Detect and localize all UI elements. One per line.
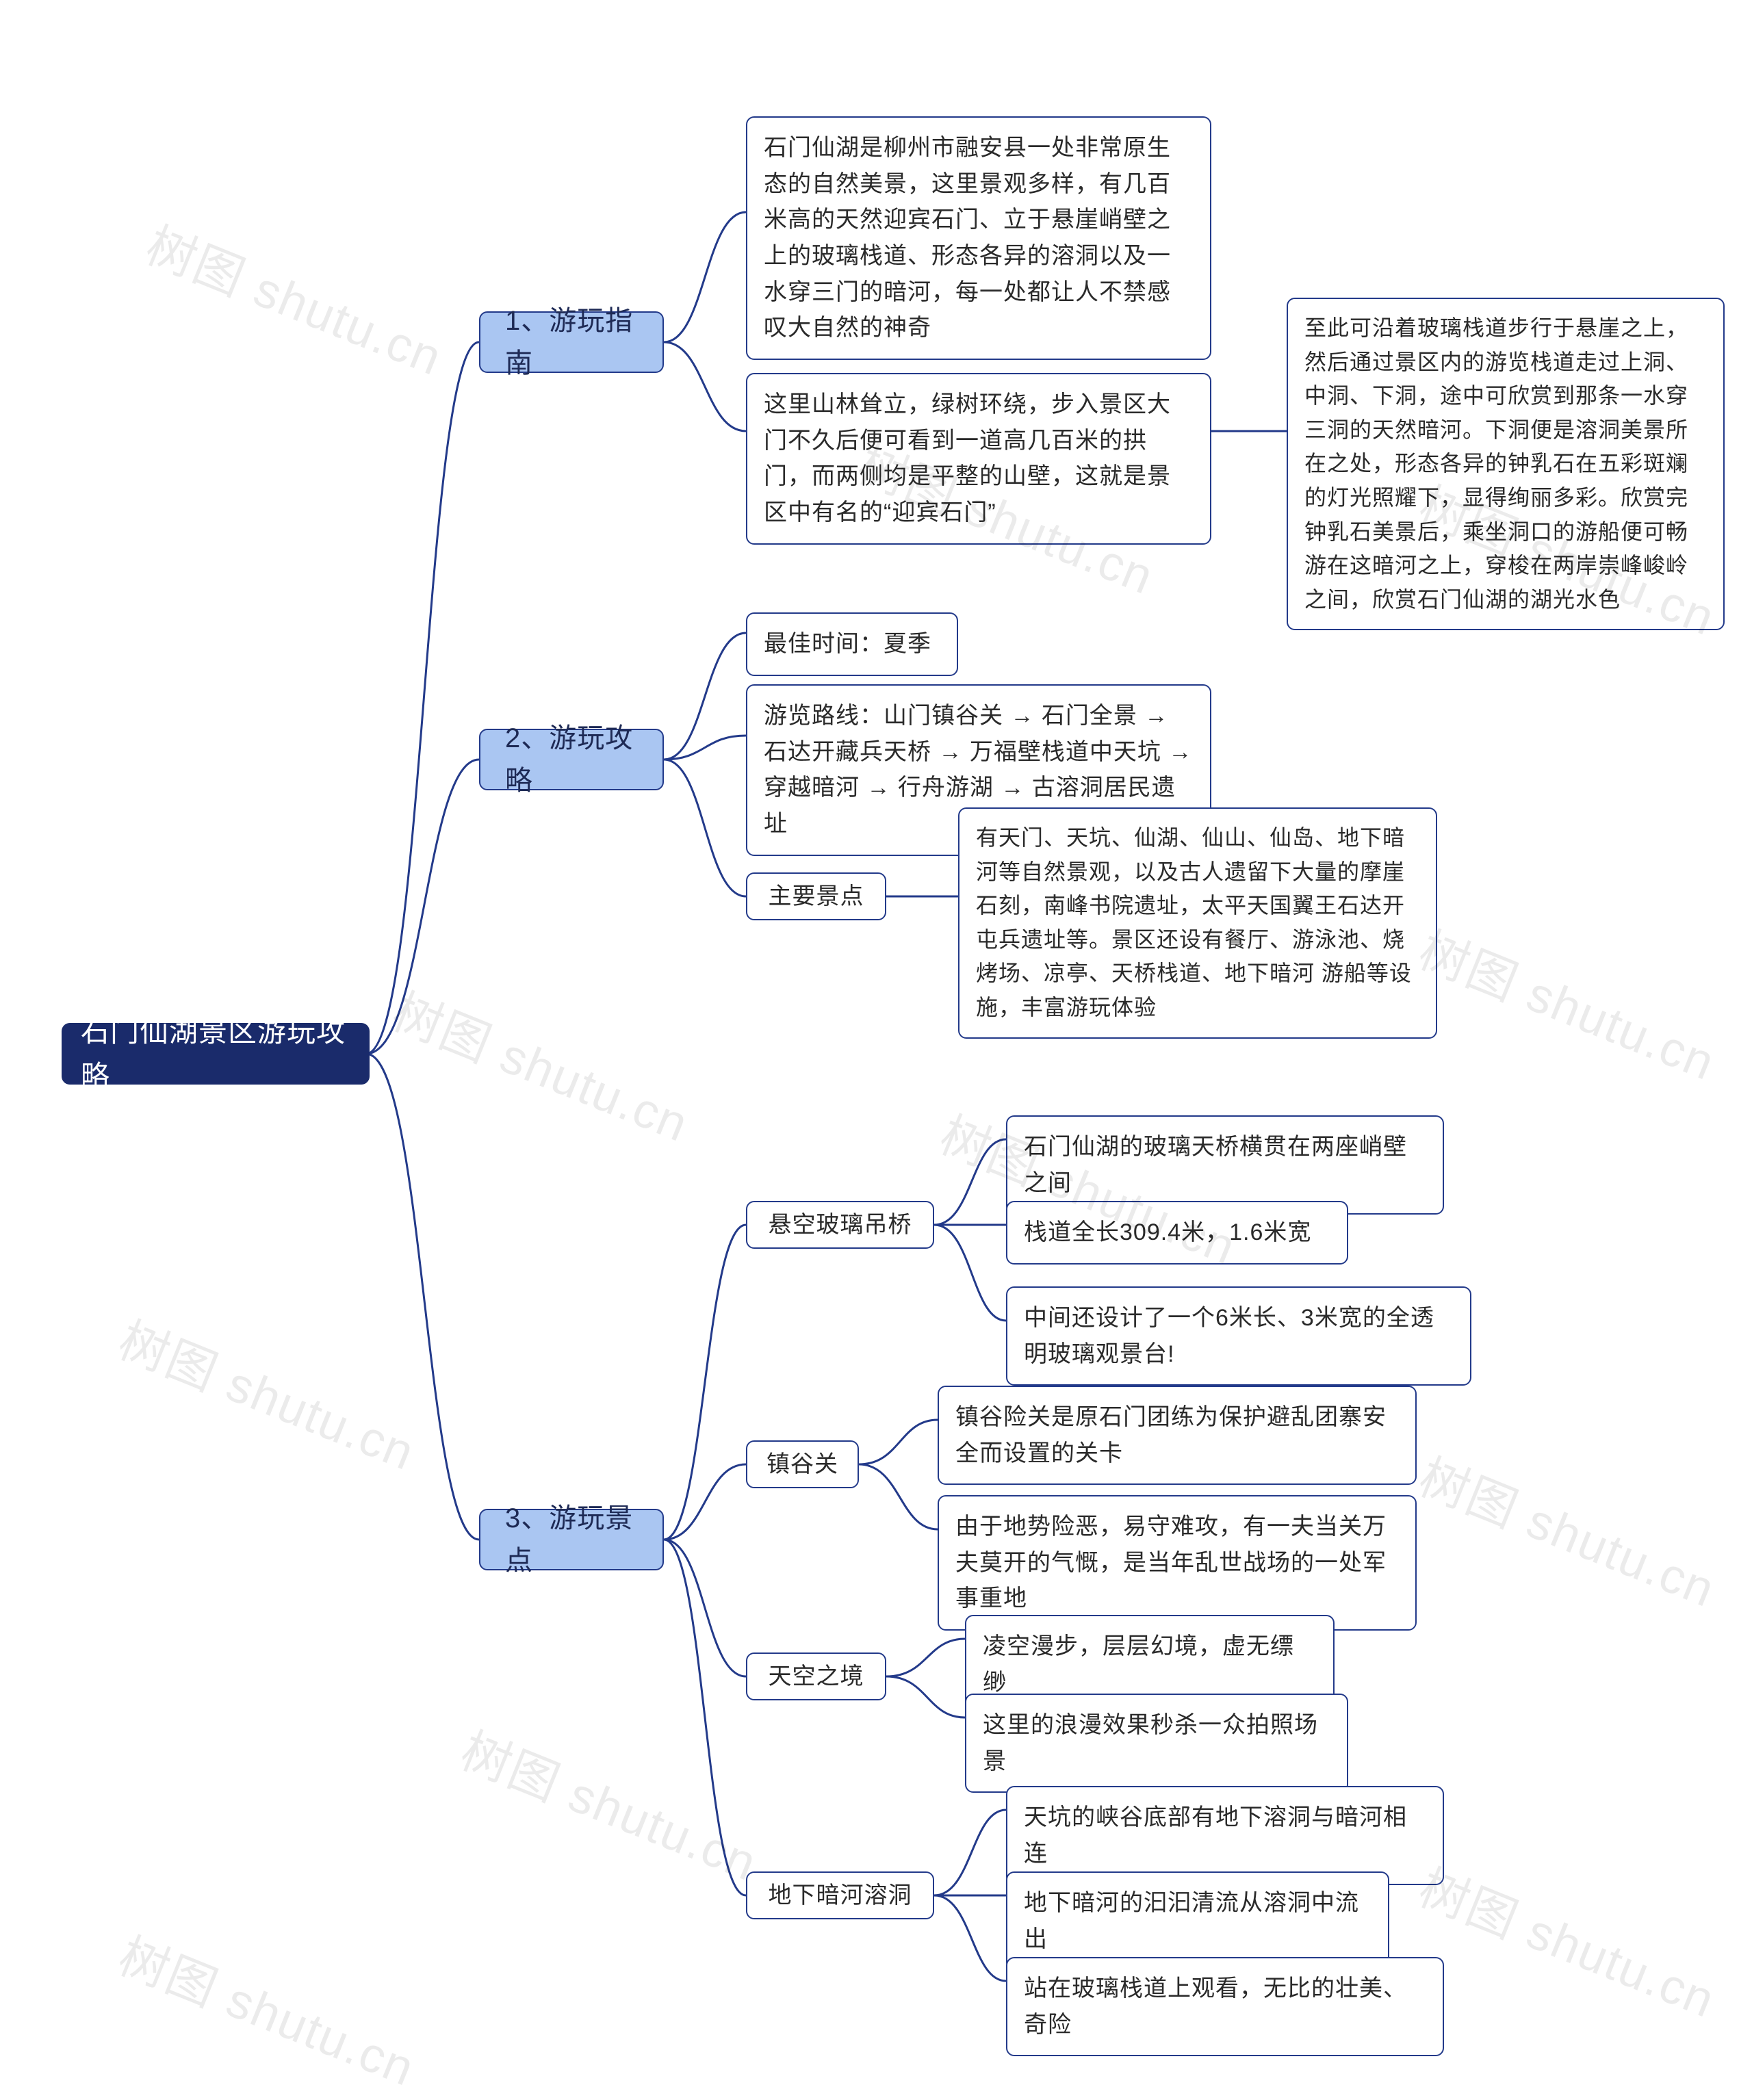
- watermark-text: 树图 shutu.cn: [1410, 1437, 1728, 1621]
- leaf-best-time[interactable]: 最佳时间：夏季: [746, 612, 958, 676]
- leaf-sky-mirror-2[interactable]: 这里的浪漫效果秒杀一众拍照场景: [965, 1694, 1348, 1793]
- watermark-text: 树图 shutu.cn: [110, 1916, 428, 2100]
- watermark-text: 树图 shutu.cn: [384, 972, 701, 1156]
- leaf-glass-bridge-3[interactable]: 中间还设计了一个6米长、3米宽的全透明玻璃观景台!: [1006, 1286, 1471, 1386]
- leaf-glass-bridge[interactable]: 悬空玻璃吊桥: [746, 1201, 934, 1249]
- leaf-zhengu-1[interactable]: 镇谷险关是原石门团练为保护避乱团寨安全而设置的关卡: [938, 1386, 1417, 1485]
- leaf-underground-2[interactable]: 地下暗河的汩汩清流从溶洞中流出: [1006, 1871, 1389, 1971]
- leaf-guide-intro[interactable]: 石门仙湖是柳州市融安县一处非常原生态的自然美景，这里景观多样，有几百米高的天然迎…: [746, 116, 1211, 360]
- leaf-glass-bridge-2[interactable]: 栈道全长309.4米，1.6米宽: [1006, 1201, 1348, 1265]
- watermark-text: 树图 shutu.cn: [1410, 910, 1728, 1094]
- watermark-text: 树图 shutu.cn: [452, 1711, 770, 1895]
- watermark-text: 树图 shutu.cn: [110, 1300, 428, 1484]
- watermark-text: 树图 shutu.cn: [138, 205, 455, 389]
- leaf-glass-bridge-1[interactable]: 石门仙湖的玻璃天桥横贯在两座峭壁之间: [1006, 1115, 1444, 1215]
- root-node[interactable]: 石门仙湖景区游玩攻略: [62, 1023, 370, 1085]
- leaf-guide-gate-detail[interactable]: 至此可沿着玻璃栈道步行于悬崖之上，然后通过景区内的游览栈道走过上洞、中洞、下洞，…: [1287, 298, 1725, 630]
- branch-guide[interactable]: 1、游玩指南: [479, 311, 664, 373]
- leaf-underground-3[interactable]: 站在玻璃栈道上观看，无比的壮美、奇险: [1006, 1957, 1444, 2056]
- leaf-underground-river[interactable]: 地下暗河溶洞: [746, 1871, 934, 1919]
- mindmap-canvas: 石门仙湖景区游玩攻略 1、游玩指南 石门仙湖是柳州市融安县一处非常原生态的自然美…: [0, 0, 1752, 2096]
- leaf-zhengu-2[interactable]: 由于地势险恶，易守难攻，有一夫当关万夫莫开的气慨，是当年乱世战场的一处军事重地: [938, 1495, 1417, 1631]
- leaf-main-spots-detail[interactable]: 有天门、天坑、仙湖、仙山、仙岛、地下暗河等自然景观，以及古人遗留下大量的摩崖石刻…: [958, 807, 1437, 1039]
- branch-spots[interactable]: 3、游玩景点: [479, 1509, 664, 1570]
- leaf-guide-gate[interactable]: 这里山林耸立，绿树环绕，步入景区大门不久后便可看到一道高几百米的拱门，而两侧均是…: [746, 373, 1211, 545]
- branch-strategy[interactable]: 2、游玩攻略: [479, 729, 664, 790]
- watermark-text: 树图 shutu.cn: [1410, 1848, 1728, 2032]
- leaf-sky-mirror[interactable]: 天空之境: [746, 1652, 886, 1700]
- leaf-main-spots[interactable]: 主要景点: [746, 872, 886, 920]
- leaf-underground-1[interactable]: 天坑的峡谷底部有地下溶洞与暗河相连: [1006, 1786, 1444, 1885]
- leaf-zhengu[interactable]: 镇谷关: [746, 1440, 859, 1488]
